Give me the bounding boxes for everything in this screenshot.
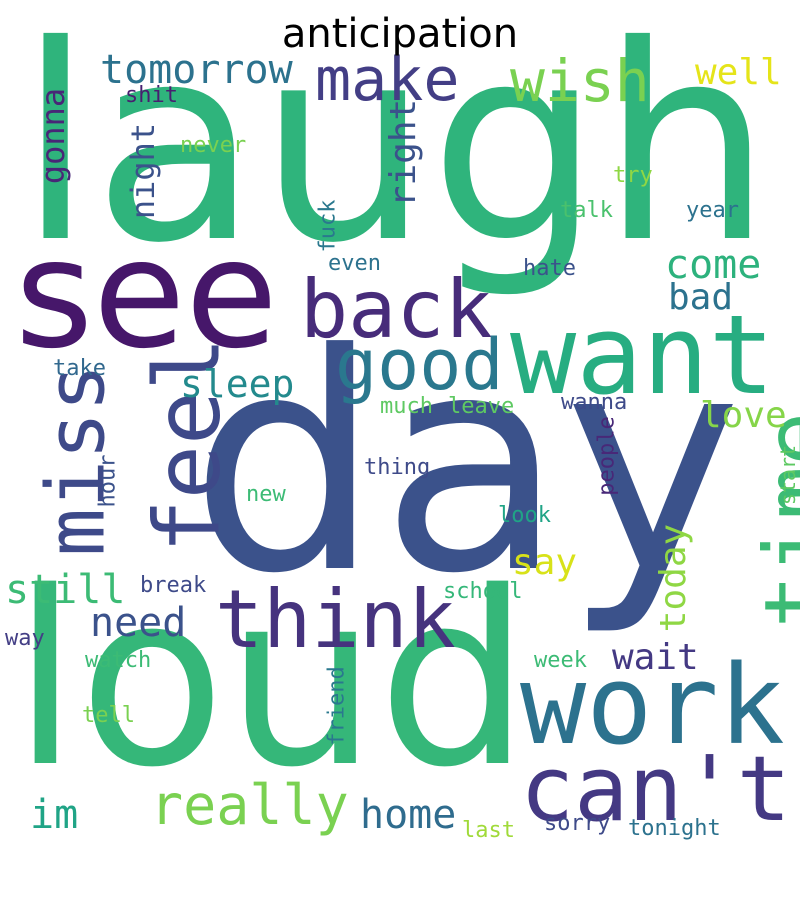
word-bad: bad [668,277,734,318]
word-break: break [140,573,207,598]
word-im: im [30,792,79,838]
word-new: new [246,482,286,507]
word-sleep: sleep [180,362,295,406]
word-night: night [124,122,163,220]
word-cant: can't [520,737,791,842]
word-want: want [510,291,775,419]
word-work: work [520,641,785,769]
word-good: good [335,324,504,406]
word-last: last [462,818,515,843]
word-say: say [512,542,578,583]
word-love: love [700,395,787,436]
word-watch: watch [85,648,152,673]
word-tomorrow: tomorrow [100,47,293,93]
word-look: look [498,503,551,528]
word-take: take [53,356,106,381]
word-tonight: tonight [628,816,721,841]
cloud-title: anticipation [281,11,519,57]
word-friend: friend [324,666,350,746]
word-come: come [665,242,762,288]
word-never: never [180,133,247,158]
word-today: today [653,523,695,633]
word-still: still [5,567,126,613]
word-way: way [5,626,45,651]
word-year: year [686,198,739,223]
word-leave: leave [448,394,515,419]
word-hate: hate [523,256,576,281]
word-shit: shit [125,83,178,108]
word-hour: hour [95,454,121,508]
word-talk: talk [560,198,613,223]
word-week: week [534,648,587,673]
word-gonna: gonna [34,87,73,185]
word-wanna: wanna [561,390,628,415]
word-thing: thing [364,455,431,480]
word-right: right [383,98,425,208]
word-need: need [90,600,187,646]
word-school: school [443,579,523,604]
word-see: see [15,208,278,382]
word-try: try [613,163,653,188]
word-home: home [360,792,457,838]
word-even: even [328,251,381,276]
word-well: well [695,52,782,93]
word-day: day [190,290,742,639]
word-tell: tell [82,703,135,728]
word-wish: wish [510,47,650,115]
word-people: people [594,416,620,496]
word-much: much [380,394,433,419]
word-laugh: laugh [18,0,773,302]
word-loud: loud [12,540,530,820]
word-think: think [215,573,456,666]
word-start: start [776,444,800,506]
word-really: really [150,773,349,837]
word-make: make [315,45,460,115]
word-wait: wait [612,637,699,678]
word-fuck: fuck [315,199,341,253]
word-back: back [300,263,493,356]
word-sorry: sorry [544,811,611,836]
